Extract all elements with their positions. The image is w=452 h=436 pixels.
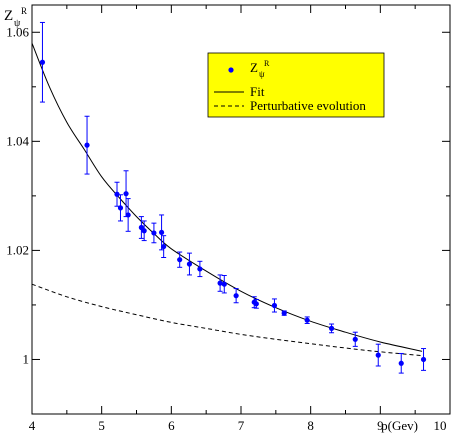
data-point (420, 356, 427, 363)
y-tick-label: 1.06 (6, 24, 29, 39)
data-point (352, 336, 358, 342)
data-point (281, 310, 287, 316)
data-point (328, 325, 335, 331)
x-tick-label: 10 (434, 418, 447, 433)
x-tick-label: 8 (307, 418, 314, 433)
legend-marker (228, 67, 234, 73)
data-point (253, 301, 259, 307)
data-point (375, 352, 381, 358)
legend-label-data: Z (250, 60, 258, 75)
data-point (117, 205, 124, 211)
legend-label-data-sup: R (264, 59, 270, 68)
data-point (158, 229, 165, 236)
x-tick-label: 6 (168, 418, 175, 433)
data-point (197, 266, 203, 272)
data-point (151, 230, 157, 236)
legend-label-fit: Fit (250, 84, 265, 99)
data-point (233, 293, 239, 299)
data-point (177, 257, 183, 263)
x-tick-label: 4 (29, 418, 36, 433)
y-tick-label: 1.04 (6, 133, 29, 148)
data-point (217, 280, 223, 286)
y-tick-label: 1.02 (6, 242, 29, 257)
data-point (123, 191, 129, 197)
error-bars (39, 21, 427, 374)
y-axis-ticks: 1 1.02 1.04 1.06 (6, 24, 450, 415)
data-point (125, 212, 131, 218)
data-point (161, 243, 167, 250)
data-point (186, 261, 193, 267)
y-axis-label: Z ψ R (4, 6, 27, 29)
svg-text:R: R (21, 6, 27, 16)
data-point (271, 302, 278, 309)
data-points (39, 59, 427, 366)
perturbative-evolution-curve (31, 283, 423, 357)
svg-text:ψ: ψ (14, 18, 21, 29)
data-point (84, 142, 90, 148)
data-point (114, 191, 120, 197)
data-point (221, 281, 227, 287)
legend: Z ψ R Fit Perturbative evolution (207, 52, 385, 118)
y-tick-label: 1 (23, 351, 30, 366)
x-axis-label: p(Gev) (381, 418, 418, 433)
data-point (141, 228, 147, 234)
x-axis-ticks: 4 5 6 7 8 9 10 p(Gev) (29, 5, 451, 433)
svg-text:Z: Z (4, 8, 13, 24)
x-tick-label: 5 (98, 418, 105, 433)
x-tick-label: 7 (238, 418, 245, 433)
legend-label-data-sub: ψ (259, 69, 265, 79)
data-point (39, 59, 46, 65)
x-tick-label: 9 (377, 418, 384, 433)
data-point (304, 317, 310, 323)
data-point (398, 360, 404, 366)
legend-label-perturbative: Perturbative evolution (250, 98, 366, 113)
